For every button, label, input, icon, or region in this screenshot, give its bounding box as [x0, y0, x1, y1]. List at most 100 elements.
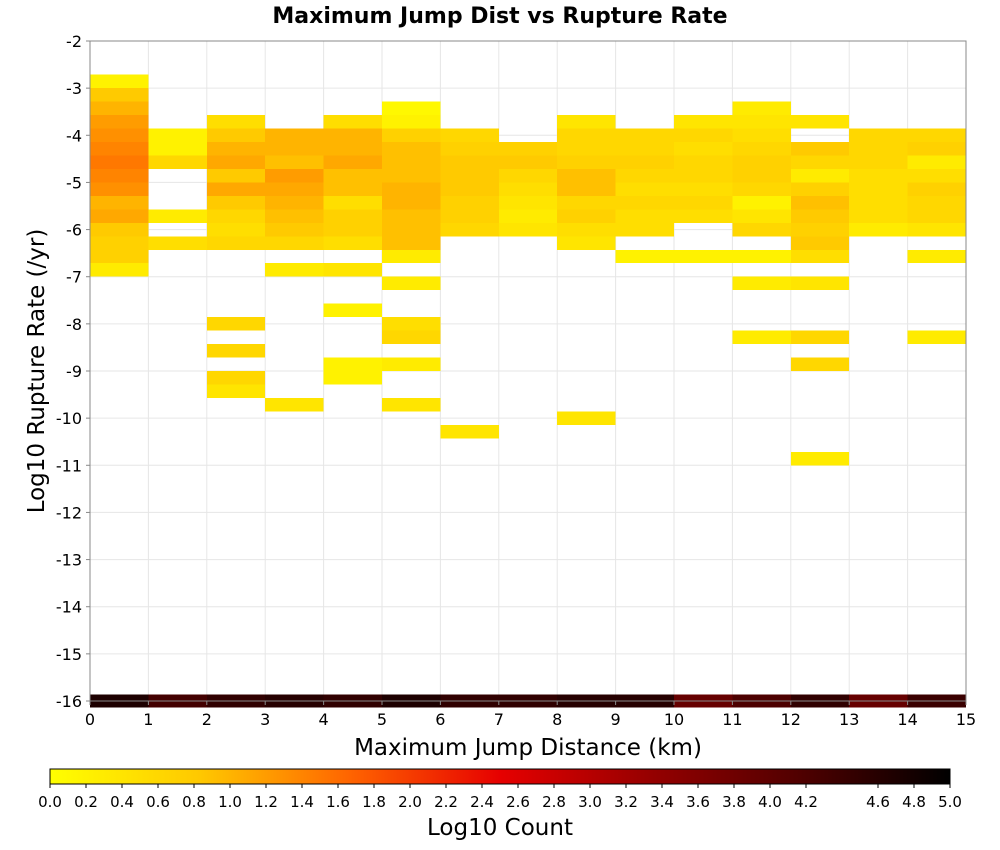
heatmap-cell — [148, 155, 207, 169]
heatmap-cell — [440, 222, 499, 237]
heatmap-cell — [615, 155, 674, 169]
heatmap-cell — [615, 195, 674, 210]
heatmap-cell — [265, 209, 324, 223]
colorbar-tick-label: 4.2 — [794, 793, 818, 811]
colorbar-ticks: 0.0 0.2 0.4 0.6 0.8 1.0 1.2 1.4 1.6 1.8 2.0 2.2 2.4 2… — [38, 784, 962, 811]
heatmap-cell — [206, 317, 266, 331]
x-tick-label: 11 — [722, 710, 742, 729]
heatmap-cell — [206, 209, 266, 223]
heatmap-cell — [557, 209, 616, 223]
heatmap-cell — [265, 168, 324, 183]
x-tick-label: 10 — [664, 710, 684, 729]
chart-title: Maximum Jump Dist vs Rupture Rate — [272, 4, 727, 29]
heatmap-cell — [907, 168, 966, 183]
y-tick-label: -15 — [56, 645, 82, 664]
heatmap-cell — [90, 128, 149, 143]
colorbar-tick-label: 2.4 — [470, 793, 494, 811]
heatmap-cell — [732, 182, 791, 196]
heatmap-cell — [265, 195, 324, 210]
heatmap-cell — [323, 115, 382, 129]
heatmap-cell — [790, 195, 850, 210]
heatmap-cell — [382, 168, 441, 183]
heatmap-cell — [323, 236, 382, 250]
heatmap-cell — [323, 222, 382, 237]
heatmap-cell — [265, 222, 324, 237]
heatmap-cell — [907, 222, 966, 237]
x-tick-label: 4 — [319, 710, 329, 729]
heatmap-cell — [849, 168, 908, 183]
colorbar-tick-label: 3.4 — [650, 793, 674, 811]
x-axis-ticks: 0 1 2 3 4 5 6 7 8 9 10 11 12 13 14 15 — [85, 701, 976, 729]
heatmap-cell — [557, 411, 616, 425]
colorbar-tick-label: 1.6 — [326, 793, 350, 811]
heatmap-cell — [323, 128, 382, 143]
heatmap-cell — [790, 249, 850, 264]
heatmap-cell — [206, 115, 266, 129]
y-tick-label: -14 — [56, 598, 82, 617]
heatmap-cell — [849, 209, 908, 223]
colorbar-tick-label: 1.2 — [254, 793, 278, 811]
y-axis-ticks: -2 -3 -4 -5 -6 -7 -8 -9 -10 -11 -12 -13 -14 -15 -16 — [56, 32, 90, 711]
colorbar-tick-label: 2.2 — [434, 793, 458, 811]
x-tick-label: 12 — [781, 710, 801, 729]
x-tick-label: 14 — [897, 710, 917, 729]
x-tick-label: 7 — [494, 710, 504, 729]
heatmap-cell — [732, 115, 791, 129]
heatmap-cell — [790, 168, 850, 183]
heatmap-cell — [323, 371, 382, 385]
y-tick-label: -10 — [56, 409, 82, 428]
heatmap-cell — [615, 209, 674, 223]
heatmap-cell — [557, 155, 616, 169]
y-tick-label: -6 — [66, 221, 82, 240]
heatmap-cell — [148, 209, 207, 223]
heatmap-cell — [557, 195, 616, 210]
y-tick-label: -2 — [66, 32, 82, 51]
colorbar-label: Log10 Count — [427, 815, 573, 841]
heatmap-cell — [440, 195, 499, 210]
heatmap-cell — [790, 142, 850, 156]
heatmap-cell — [323, 209, 382, 223]
heatmap-cell — [148, 236, 207, 250]
x-tick-label: 9 — [611, 710, 621, 729]
heatmap-cell — [206, 142, 266, 156]
heatmap-cell — [323, 195, 382, 210]
heatmap-cell — [674, 115, 733, 129]
colorbar-tick-label: 2.8 — [542, 793, 566, 811]
heatmap-cell — [206, 128, 266, 143]
y-tick-label: -9 — [66, 362, 82, 381]
heatmap-cell — [790, 330, 850, 345]
heatmap-cell — [90, 209, 149, 223]
heatmap-cell — [790, 236, 850, 250]
heatmap-cell — [206, 236, 266, 250]
colorbar-tick-label: 0.4 — [110, 793, 134, 811]
x-tick-label: 15 — [956, 710, 976, 729]
heatmap-cell — [849, 142, 908, 156]
heatmap-cell — [849, 128, 908, 143]
heatmap-cell — [382, 222, 441, 237]
heatmap-cell — [323, 303, 382, 318]
heatmap-cell — [615, 168, 674, 183]
heatmap-cell — [382, 397, 441, 412]
colorbar — [49, 768, 951, 785]
x-tick-label: 13 — [839, 710, 859, 729]
heatmap-cell — [790, 155, 850, 169]
colorbar-tick-label: 3.6 — [686, 793, 710, 811]
heatmap-cell — [674, 182, 733, 196]
heatmap-cell — [206, 182, 266, 196]
heatmap-cell — [732, 155, 791, 169]
y-tick-label: -11 — [56, 456, 82, 475]
heatmap-cell — [732, 276, 791, 291]
heatmap-cell — [206, 168, 266, 183]
colorbar-tick-label: 3.2 — [614, 793, 638, 811]
heatmap-cell — [265, 182, 324, 196]
heatmap-cell — [674, 128, 733, 143]
heatmap-cell — [206, 371, 266, 385]
x-tick-label: 3 — [260, 710, 270, 729]
heatmap-cell — [265, 397, 324, 412]
heatmap-cell — [206, 222, 266, 237]
y-tick-label: -4 — [66, 126, 82, 145]
y-tick-label: -13 — [56, 551, 82, 570]
heatmap-cell — [498, 182, 558, 196]
heatmap-cell — [498, 195, 558, 210]
